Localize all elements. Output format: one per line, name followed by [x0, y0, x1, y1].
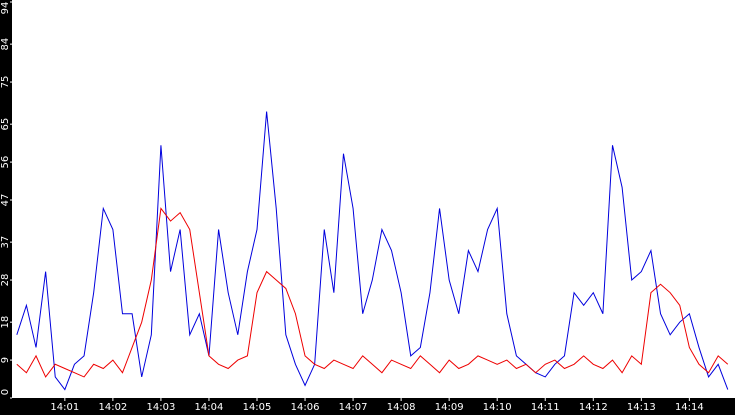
x-tick-label: 14:01 — [50, 402, 79, 413]
x-axis-strip — [0, 398, 735, 415]
x-tick-label: 14:14 — [675, 402, 704, 413]
x-tick-label: 14:06 — [291, 402, 320, 413]
x-tick-label: 14:04 — [195, 402, 224, 413]
x-tick-label: 14:09 — [435, 402, 464, 413]
x-tick-label: 14:11 — [531, 402, 560, 413]
y-tick-label: 37 — [0, 236, 11, 249]
y-tick-label: 84 — [0, 38, 11, 51]
y-tick-label: 75 — [0, 76, 11, 89]
y-tick-label: 0 — [0, 389, 11, 395]
x-tick-label: 14:05 — [243, 402, 272, 413]
y-tick-label: 47 — [0, 194, 11, 207]
y-tick-label: 94 — [0, 2, 11, 15]
series-line — [16, 207, 729, 378]
y-tick-label: 56 — [0, 156, 11, 169]
series-line — [16, 111, 729, 391]
y-tick-label: 9 — [0, 357, 11, 363]
x-tick-label: 14:10 — [483, 402, 512, 413]
x-tick-label: 14:03 — [147, 402, 176, 413]
y-axis-strip — [0, 0, 12, 415]
y-tick-label: 18 — [0, 316, 11, 329]
y-tick-label: 28 — [0, 274, 11, 287]
y-tick-label: 65 — [0, 118, 11, 131]
x-tick-label: 14:07 — [339, 402, 368, 413]
x-tick-label: 14:12 — [579, 402, 608, 413]
x-tick-label: 14:08 — [387, 402, 416, 413]
x-tick-label: 14:02 — [98, 402, 127, 413]
x-tick-label: 14:13 — [627, 402, 656, 413]
